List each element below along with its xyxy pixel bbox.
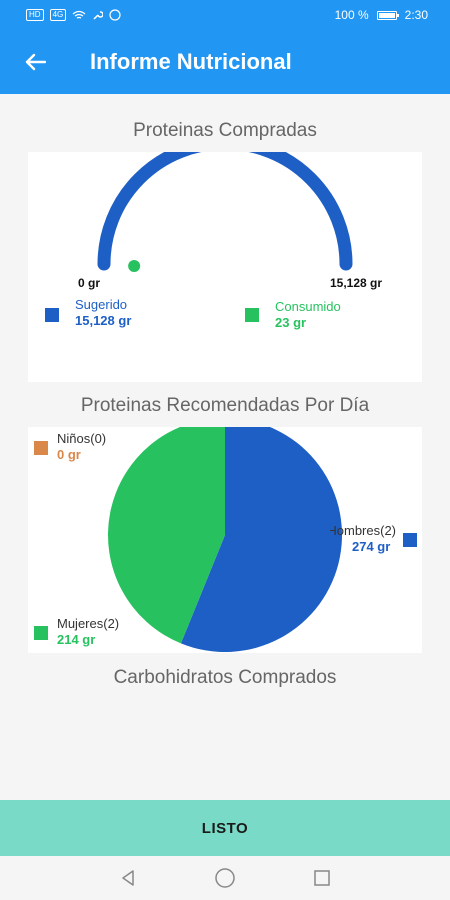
legend-mujeres-name: Mujeres(2) — [57, 616, 120, 631]
legend-sugerido-value: 15,128 gr — [75, 313, 132, 328]
triangle-back-icon — [122, 870, 135, 886]
nav-back-button[interactable] — [113, 863, 143, 893]
status-icons-left: HD 4G — [26, 9, 121, 21]
legend-ninos: Niños(0) 0 gr — [57, 431, 106, 463]
legend-ninos-swatch — [34, 441, 48, 455]
system-nav-bar — [0, 856, 450, 900]
circle-home-icon — [215, 868, 235, 888]
proteins-recommended-title: Proteinas Recomendadas Por Día — [80, 395, 370, 416]
status-icons-right: 100 % 2:30 — [335, 8, 428, 22]
pie-slice-mujeres-2 — [108, 427, 225, 644]
legend-ninos-value: 0 gr — [57, 447, 81, 462]
legend-hombres-name: Hombres(2) — [330, 523, 396, 538]
carbs-bought-title: Carbohidratos Comprados — [113, 667, 337, 688]
arrow-left-icon — [25, 53, 46, 71]
back-button[interactable] — [0, 30, 70, 94]
legend-hombres-swatch — [403, 533, 417, 547]
legend-mujeres: Mujeres(2) 214 gr — [57, 616, 119, 648]
legend-sugerido-name: Sugerido — [75, 297, 128, 312]
legend-hombres-value: 274 gr — [352, 539, 391, 554]
nav-home-button[interactable] — [210, 863, 240, 893]
page-title: Informe Nutricional — [90, 49, 292, 74]
legend-ninos-name: Niños(0) — [57, 431, 107, 446]
legend-sugerido-swatch — [45, 308, 59, 322]
legend-mujeres-swatch — [34, 626, 48, 640]
clock: 2:30 — [404, 8, 428, 22]
battery-icon — [376, 10, 399, 20]
network-badge: 4G — [49, 9, 67, 21]
gauge-max-label: 15,128 gr — [330, 276, 383, 290]
pie-slice-hombres-2 — [180, 427, 342, 652]
legend-mujeres-value: 214 gr — [57, 632, 96, 647]
app-bar: Informe Nutricional — [0, 30, 450, 94]
proteins-pie-card: Niños(0) 0 gr Hombres(2) 274 gr Mujeres(… — [28, 427, 422, 653]
legend-consumido-swatch — [245, 308, 259, 322]
legend-consumido-name: Consumido — [275, 299, 341, 314]
done-button[interactable]: LISTO — [0, 800, 450, 856]
hd-badge: HD — [26, 9, 44, 21]
proteins-gauge-chart — [97, 152, 353, 272]
battery-percent: 100 % — [334, 8, 369, 22]
legend-sugerido: Sugerido 15,128 gr — [75, 297, 131, 329]
gauge-sugerido-arc — [97, 152, 353, 271]
whatsapp-icon — [109, 9, 121, 21]
wifi-icon — [72, 10, 86, 19]
gauge-consumido-marker — [128, 260, 141, 272]
nav-recents-button[interactable] — [307, 863, 337, 893]
legend-consumido-value: 23 gr — [275, 315, 307, 330]
proteins-gauge-card: 0 gr 15,128 gr Sugerido 15,128 gr Consum… — [28, 152, 422, 382]
status-bar: HD 4G 100 % 2:30 — [0, 0, 450, 30]
square-recents-icon — [313, 870, 330, 886]
legend-consumido: Consumido 23 gr — [275, 299, 341, 331]
proteins-bought-title: Proteinas Compradas — [133, 120, 317, 141]
wrench-icon — [93, 10, 104, 20]
gauge-min-label: 0 gr — [78, 276, 101, 290]
legend-hombres: Hombres(2) — [330, 523, 396, 539]
proteins-pie-chart — [108, 427, 342, 652]
